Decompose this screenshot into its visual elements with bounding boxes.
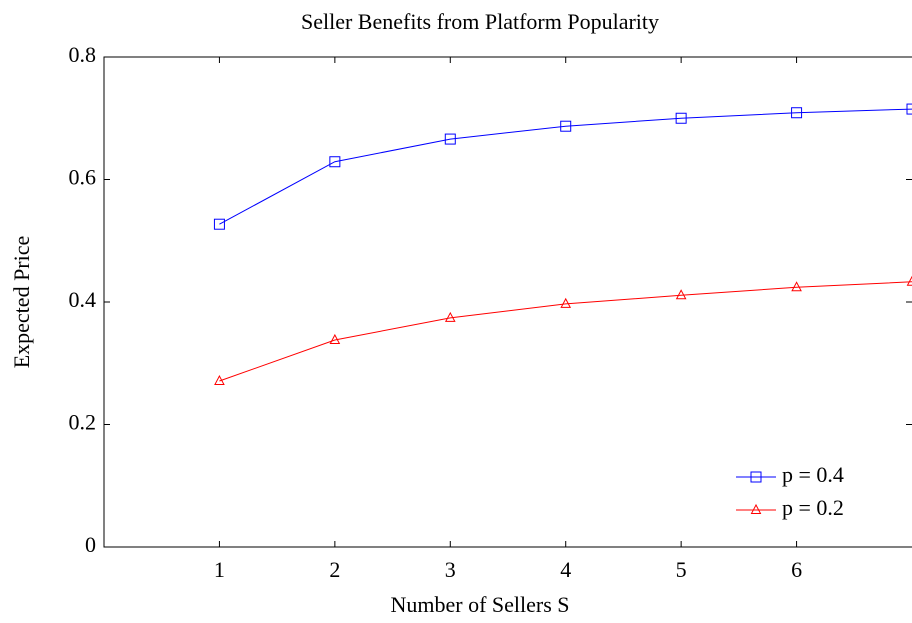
y-tick-label: 0 xyxy=(85,532,96,557)
marker xyxy=(329,156,341,168)
marker xyxy=(750,503,762,514)
y-tick-label: 0.2 xyxy=(69,410,97,435)
marker xyxy=(791,281,802,292)
marker xyxy=(560,297,572,308)
marker xyxy=(750,471,762,483)
marker xyxy=(675,112,687,124)
marker xyxy=(214,374,225,386)
x-tick-label: 2 xyxy=(329,557,340,582)
marker xyxy=(444,133,456,145)
y-tick-label: 0.6 xyxy=(69,165,97,190)
marker xyxy=(675,289,687,300)
marker xyxy=(791,107,803,119)
legend-label: p = 0.2 xyxy=(782,495,844,520)
marker xyxy=(906,275,912,286)
marker xyxy=(213,218,225,230)
series-line xyxy=(219,108,912,225)
x-axis-label: Number of Sellers S xyxy=(390,592,569,617)
legend-label: p = 0.4 xyxy=(782,462,844,487)
chart-title: Seller Benefits from Platform Popularity xyxy=(301,9,659,34)
marker xyxy=(906,103,912,115)
series-line xyxy=(219,281,912,382)
x-tick-label: 3 xyxy=(445,557,456,582)
x-tick-label: 5 xyxy=(676,557,687,582)
x-tick-label: 4 xyxy=(560,557,571,582)
marker xyxy=(329,333,341,344)
x-tick-label: 1 xyxy=(214,557,225,582)
marker xyxy=(444,311,456,322)
y-tick-label: 0.4 xyxy=(69,287,97,312)
y-axis-label: Expected Price xyxy=(9,236,34,369)
x-tick-label: 6 xyxy=(791,557,802,582)
y-tick-label: 0.8 xyxy=(69,42,97,67)
marker xyxy=(560,120,572,132)
